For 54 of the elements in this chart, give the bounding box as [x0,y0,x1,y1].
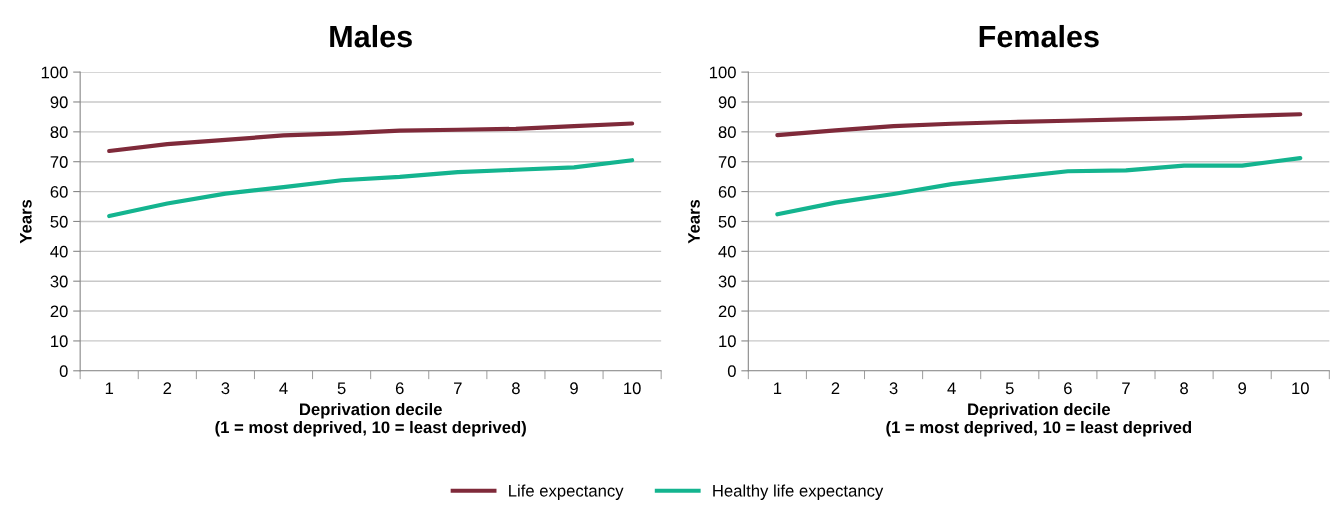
x-tick-label: 8 [1180,382,1188,395]
x-tick-label: 10 [1292,382,1309,395]
x-tick-label: 2 [831,382,840,394]
y-tick-label: 40 [718,245,736,258]
chart-title: Females [979,24,1099,48]
line-series [107,158,635,219]
x-tick-label: 1 [105,382,114,394]
y-tick-label: 10 [719,335,736,348]
x-tick-label: 3 [221,382,230,395]
y-tick-label: 50 [718,215,736,228]
x-tick-label: 5 [1005,382,1014,395]
y-tick-label: 90 [718,96,736,109]
y-tick-label: 90 [50,96,68,109]
y-tick-label: 80 [50,126,68,139]
y-tick-label: 60 [718,185,736,198]
y-tick-label: 0 [59,365,68,377]
legend-label: Healthy life expectancy [713,484,884,500]
y-tick-label: 70 [718,156,736,168]
x-axis-title: Deprivation decile (1 = most deprived, 10 = least deprived [886,403,1192,437]
x-tick-label: 8 [512,382,520,395]
x-axis-title: Deprivation decile (1 = most deprived, 10 = least deprived) [215,403,526,437]
y-tick-label: 40 [50,245,68,258]
y-tick-label: 30 [50,275,68,288]
x-tick-label: 2 [163,382,172,394]
x-tick-label: 5 [337,382,346,395]
y-tick-label: 20 [718,305,736,318]
y-axis-title: Years [688,199,700,244]
legend-label: Life expectancy [509,484,624,500]
x-tick-label: 4 [947,382,956,394]
y-tick-label: 100 [41,66,68,79]
y-tick-label: 0 [727,365,736,377]
chart-title: Males [330,24,412,48]
line-series [775,112,1303,138]
x-tick-label: 1 [774,382,782,394]
y-tick-label: 70 [50,156,68,168]
y-tick-label: 50 [50,215,68,228]
x-tick-label: 10 [624,382,641,395]
x-tick-label: 7 [454,382,462,394]
y-tick-label: 100 [709,66,736,79]
y-tick-label: 80 [718,126,736,139]
y-axis-title: Years [20,199,32,244]
y-tick-label: 60 [50,185,68,198]
x-tick-label: 9 [570,382,578,395]
x-tick-label: 3 [889,382,898,395]
y-tick-label: 20 [50,305,68,318]
y-tick-label: 10 [51,335,68,348]
y-tick-label: 30 [718,275,736,288]
x-tick-label: 6 [395,382,404,395]
x-tick-label: 9 [1238,382,1247,395]
x-tick-label: 4 [279,382,288,394]
x-tick-label: 6 [1064,382,1072,395]
line-series [107,121,635,154]
x-tick-label: 7 [1122,382,1130,394]
line-series [775,156,1303,217]
